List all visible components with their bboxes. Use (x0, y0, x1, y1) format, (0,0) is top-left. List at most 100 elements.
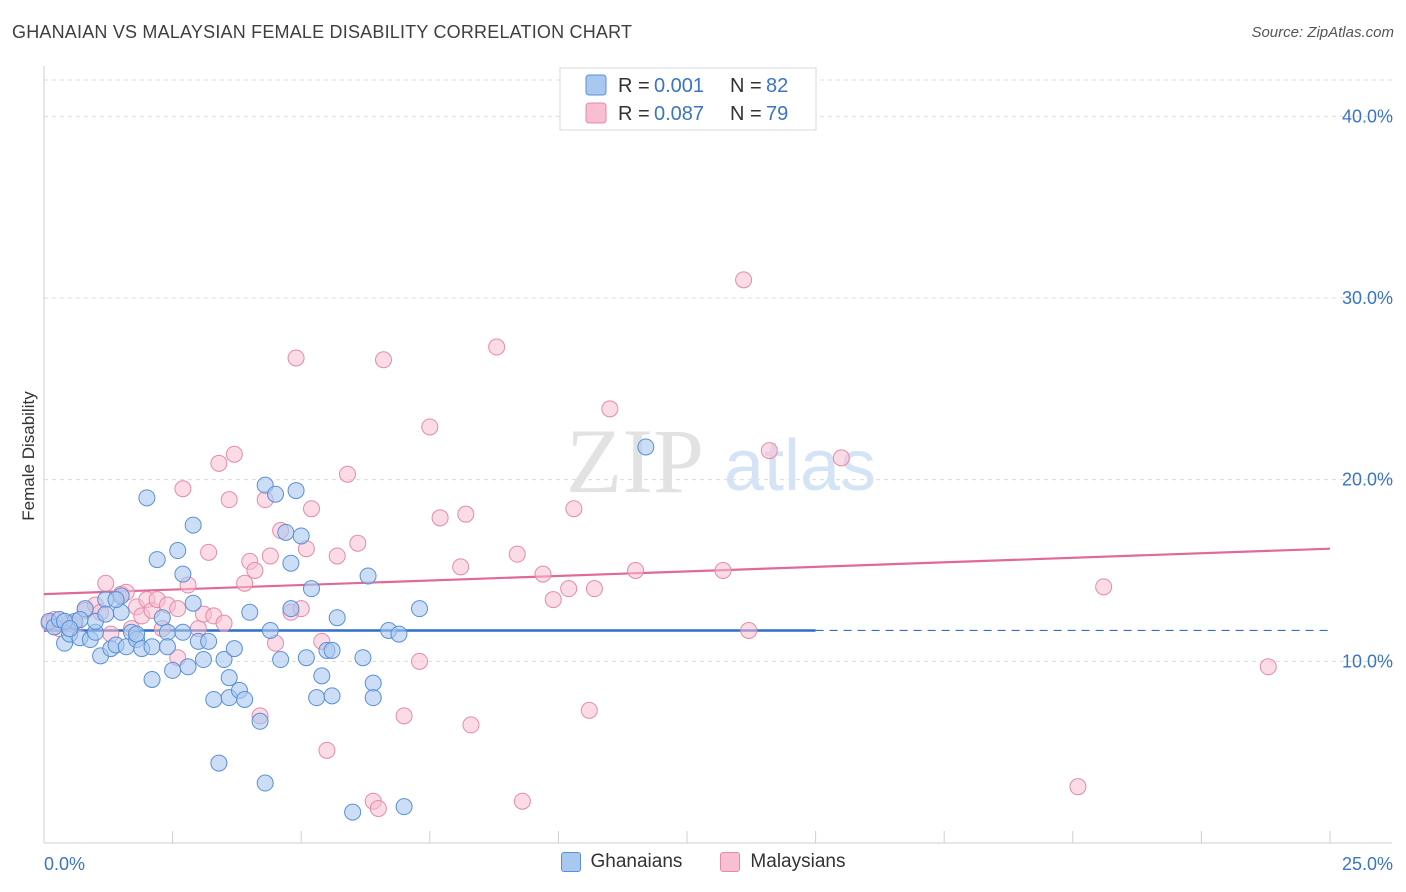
ghanaian-point (225, 640, 243, 658)
bottom-legend-ghanaians[interactable]: Ghanaians (560, 851, 683, 873)
malaysian-point (714, 562, 732, 579)
ghanaian-point (158, 638, 176, 656)
legend-box: R = 0.001 N = 82 R = 0.087 N = 79 (559, 67, 817, 131)
malaysian-point (544, 591, 562, 609)
ghanaian-point (174, 565, 192, 583)
ghanaian-point (61, 620, 79, 638)
malaysian-point (488, 338, 506, 356)
ghanaian-point (282, 600, 300, 618)
ghanaian-point (411, 600, 429, 618)
ghanaian-point (128, 625, 146, 643)
ghanaian-point (138, 489, 156, 507)
malaysian-point (236, 574, 254, 592)
ghanaian-point (390, 625, 408, 643)
watermark: ZIP atlas (566, 410, 876, 512)
malaysians-swatch (720, 852, 741, 872)
ghanaian-point (184, 594, 202, 612)
malaysian-point (215, 614, 233, 632)
malaysian-point (395, 707, 413, 725)
malaysian-point (169, 600, 187, 618)
ghanaian-point (174, 623, 192, 641)
ghanaian-point (313, 667, 331, 685)
ghanaian-point (323, 687, 341, 705)
legend-n-label-2: N = (730, 103, 762, 125)
malaysian-point (174, 480, 192, 498)
watermark-atlas: atlas (724, 426, 876, 506)
ghanaian-point (97, 605, 115, 623)
malaysian-point (200, 543, 218, 561)
malaysian-points (40, 271, 1277, 817)
malaysian-point (832, 449, 850, 467)
y-tick-label: 30.0% (1342, 288, 1393, 308)
ghanaian-point (302, 580, 320, 598)
malaysian-point (735, 271, 753, 289)
malaysian-point (565, 500, 583, 518)
ghanaian-point (287, 482, 305, 500)
trend-lines (43, 547, 1331, 632)
malaysian-point (421, 418, 439, 436)
ghanaian-point (272, 651, 290, 669)
y-tick-label: 40.0% (1342, 106, 1393, 126)
ghanaian-point (205, 690, 223, 708)
ghanaian-point (637, 438, 655, 456)
legend-r-label-2: R = (618, 103, 650, 125)
y-tick-label: 20.0% (1342, 470, 1393, 490)
malaysian-point (210, 454, 228, 472)
malaysian-point (513, 792, 531, 810)
ghanaians-label: Ghanaians (590, 851, 683, 872)
legend-r-label-1: R = (618, 75, 650, 97)
malaysians-label: Malaysians (750, 851, 846, 872)
malaysian-point (287, 349, 305, 367)
malaysian-point (1259, 658, 1277, 676)
ghanaian-point (169, 542, 187, 560)
malaysian-point (740, 621, 758, 639)
malaysian-point (318, 741, 336, 759)
ghanaian-point (184, 516, 202, 534)
ghanaian-point (277, 523, 295, 541)
malaysian-point (560, 580, 578, 598)
ghanaian-point (364, 674, 382, 692)
malaysian-point (508, 545, 526, 563)
malaysian-point (585, 580, 603, 598)
malaysian-point (1069, 778, 1087, 796)
malaysian-point (369, 799, 387, 817)
x-max-label: 25.0% (1342, 854, 1393, 874)
y-tick-label: 10.0% (1342, 651, 1393, 671)
malaysian-point (431, 509, 449, 527)
y-tick-labels: 10.0% 20.0% 30.0% 40.0% (1342, 106, 1393, 671)
ghanaian-point (395, 798, 413, 816)
malaysian-point (338, 465, 356, 483)
legend-swatch-ghanaians (585, 74, 607, 96)
ghanaian-point (292, 527, 310, 545)
watermark-zip: ZIP (566, 410, 704, 512)
ghanaian-point (220, 669, 238, 687)
malaysian-point (411, 652, 429, 670)
bottom-legend-malaysians[interactable]: Malaysians (720, 851, 845, 873)
ghanaian-point (236, 690, 254, 708)
legend-r-value-1: 0.001 (654, 75, 704, 97)
ghanaian-point (241, 603, 259, 621)
ghanaian-point (266, 485, 284, 503)
ghanaian-point (261, 621, 279, 639)
ghanaian-point (200, 632, 218, 650)
legend-n-label-1: N = (730, 75, 762, 97)
ghanaian-point (158, 623, 176, 641)
malaysian-point (246, 562, 264, 579)
ghanaian-point (194, 651, 212, 669)
ghanaian-point (364, 689, 382, 707)
legend-swatch-malaysians (585, 102, 607, 124)
malaysian-point (462, 716, 480, 734)
ghanaian-point (308, 689, 326, 707)
malaysian-point (328, 547, 346, 565)
x-min-label: 0.0% (44, 854, 85, 874)
ghanaian-point (148, 551, 166, 569)
ghanaian-point (328, 609, 346, 627)
chart-title: GHANAIAN VS MALAYSIAN FEMALE DISABILITY … (12, 22, 633, 42)
y-axis-label: Female Disability (19, 391, 38, 521)
ghanaian-point (153, 609, 171, 627)
malaysian-point (97, 574, 115, 592)
ghanaian-point (143, 638, 161, 656)
ghanaians-swatch (560, 852, 581, 872)
legend-n-value-2: 79 (766, 103, 788, 125)
